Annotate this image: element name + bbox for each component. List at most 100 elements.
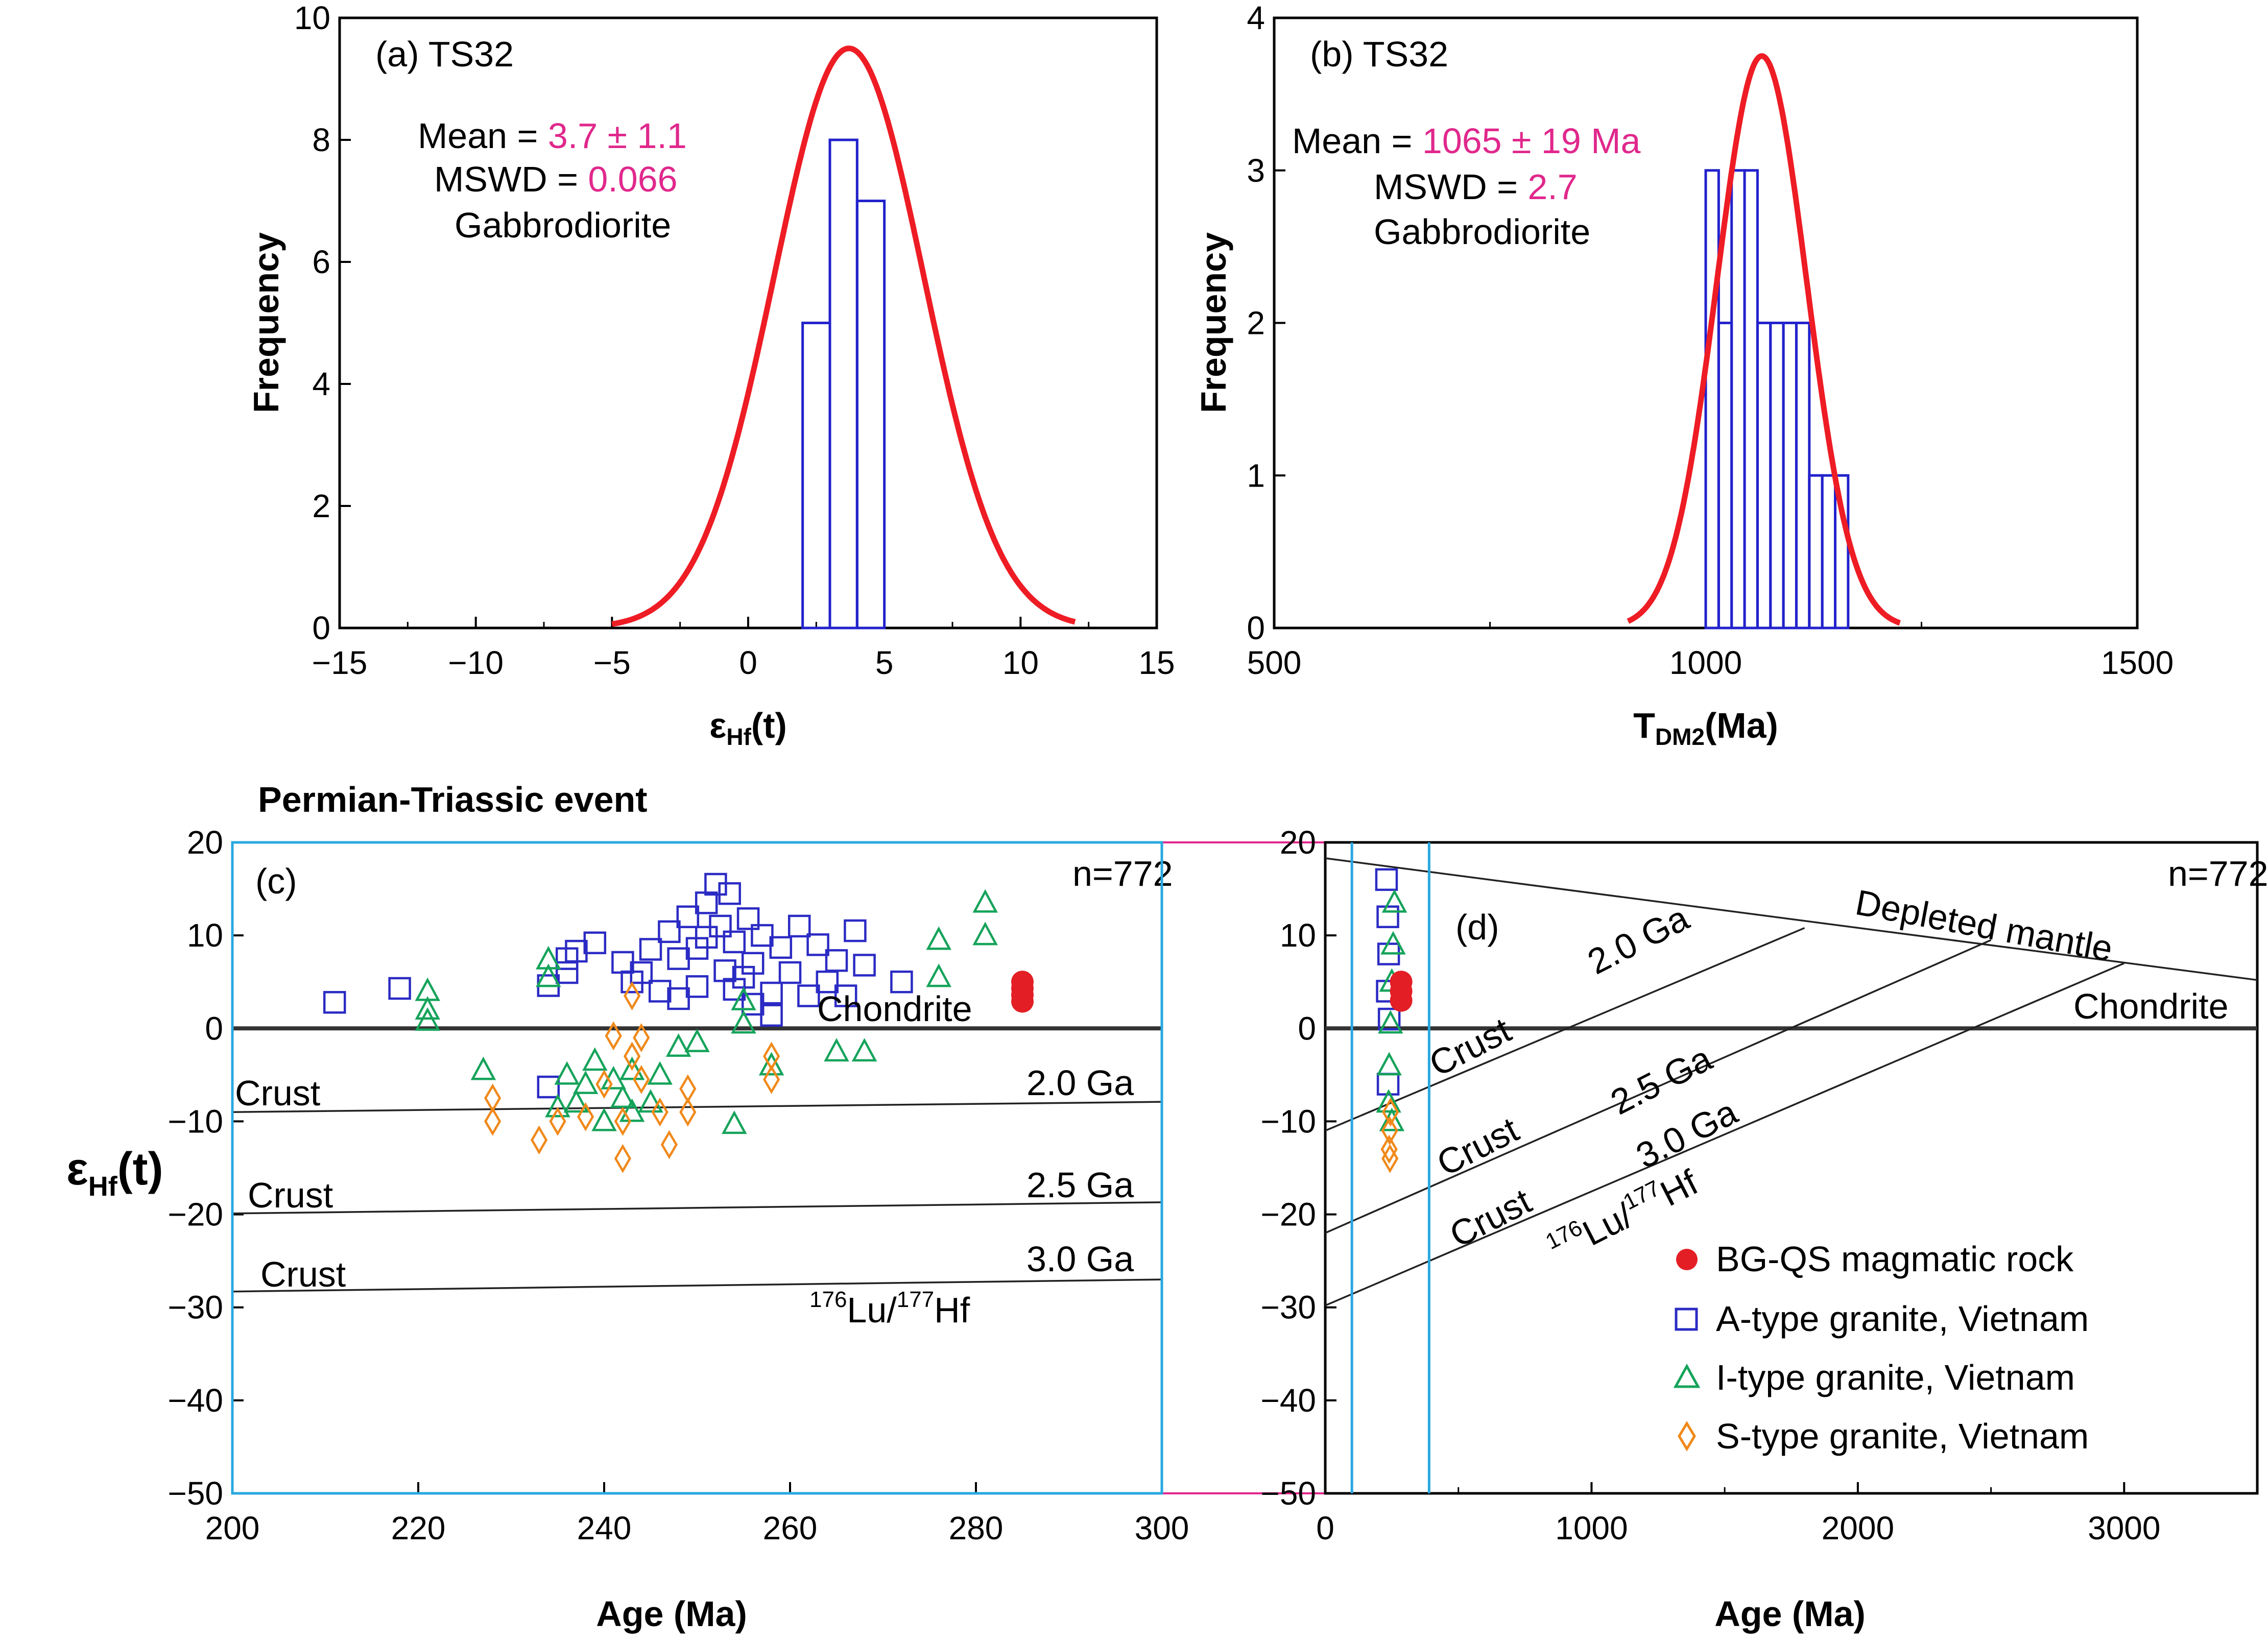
panel-d-i-type-granite-vietnam-point-4 (1376, 1052, 1402, 1076)
panel-c: 200 220 240 260 280 300 −50 −40 −30 −20 −10 0 10 20 (… (66, 824, 1189, 1634)
section-title: Permian-Triassic event (258, 780, 648, 819)
panel-c-a-type-granite-vietnam-point-42 (760, 1004, 783, 1027)
panel-c-ylabel: εHf(t) (66, 1144, 163, 1202)
panel-c-xtick-label: 240 (577, 1510, 632, 1546)
panel-c-a-type-granite-vietnam-point-5 (583, 931, 607, 954)
panel-d-ref-2-0-ga (1325, 927, 1805, 1132)
panel-d-ytick-label: −20 (1260, 1196, 1316, 1233)
panel-a-mswd: MSWD = 0.066 (434, 159, 678, 199)
panel-c-points (323, 873, 1034, 1173)
panel-c-a-type-granite-vietnam-point-12 (676, 905, 700, 928)
panel-b-title: (b) TS32 (1310, 34, 1448, 74)
panel-c-ref-2-5-ga (232, 1201, 1162, 1215)
panel-c-s-type-granite-vietnam-point-6 (605, 1021, 622, 1051)
panel-b-bar-2 (1730, 169, 1746, 630)
panel-c-crust-2: Crust (248, 1175, 333, 1215)
panel-c-bg-qs-magmatic-rock-point-3 (1011, 990, 1034, 1013)
panel-a-ytick-label: 8 (312, 122, 330, 158)
panel-c-i-type-granite-vietnam-point-2 (415, 1007, 440, 1031)
panel-c-a-type-granite-vietnam-point-32 (834, 984, 857, 1007)
panel-b-bars (1704, 169, 1850, 630)
panel-d-ga-2: 2.0 Ga (1581, 898, 1695, 982)
panel-d-ytick-label: 20 (1280, 824, 1316, 861)
panel-c-a-type-granite-vietnam-point-43 (695, 926, 718, 949)
panel-c-i-type-granite-vietnam-point-17 (684, 1028, 710, 1052)
panel-c-s-type-granite-vietnam-point-7 (614, 1144, 632, 1173)
panel-c-xlabel: Age (Ma) (596, 1594, 747, 1634)
legend-s-type: S-type granite, Vietnam (1716, 1416, 2089, 1456)
panel-d-xtick-label: 2000 (1822, 1510, 1894, 1546)
panel-c-xtick-label: 280 (949, 1510, 1004, 1546)
panel-b-bar-3 (1743, 169, 1759, 630)
panel-d-s-type-granite-vietnam-point-1 (1381, 1116, 1398, 1146)
panel-d-crust-3: Crust (1443, 1181, 1537, 1255)
panel-c-lu-hf: 176Lu/177Hf (809, 1287, 970, 1330)
panel-d-zoom-window (1350, 842, 1430, 1493)
panel-c-i-type-granite-vietnam-point-7 (563, 1089, 589, 1113)
panel-c-s-type-granite-vietnam-point-1 (484, 1106, 502, 1136)
panel-c-i-type-granite-vietnam-point-18 (722, 1110, 747, 1134)
panel-c-a-type-granite-vietnam-point-9 (648, 980, 672, 1003)
panel-c-i-type-granite-vietnam-point-27 (972, 922, 998, 946)
panel-c-ref-2-0-ga (232, 1101, 1162, 1113)
panel-a-rock: Gabbrodiorite (455, 205, 671, 245)
panel-d-ref-2-5-ga (1325, 939, 1992, 1234)
panel-a-frame (338, 16, 1158, 630)
panel-d-ytick-label: 0 (1298, 1010, 1316, 1047)
panel-c-ytick-label: −40 (168, 1382, 223, 1419)
panel-c-a-type-granite-vietnam-point-6 (611, 951, 634, 974)
panel-c-i-type-granite-vietnam-point-6 (554, 1061, 580, 1085)
panel-c-ref-3-0-ga (232, 1278, 1162, 1293)
panel-c-i-type-granite-vietnam-point-23 (851, 1038, 877, 1062)
panel-c-ytick-label: 0 (205, 1010, 223, 1047)
panel-c-a-type-granite-vietnam-point-25 (769, 936, 793, 959)
panel-c-i-type-granite-vietnam-point-10 (591, 1107, 617, 1131)
panel-c-a-type-granite-vietnam-point-24 (760, 981, 783, 1005)
panel-c-a-type-granite-vietnam-point-33 (844, 919, 867, 942)
panel-b-ytick-label: 0 (1247, 610, 1265, 646)
panel-c-i-type-granite-vietnam-point-5 (536, 963, 561, 987)
panel-c-i-type-granite-vietnam-point-16 (665, 1033, 691, 1057)
panel-c-i-type-granite-vietnam-point-13 (619, 1056, 645, 1080)
panel-d-ytick-label: −40 (1260, 1382, 1316, 1419)
panel-c-i-type-granite-vietnam-point-15 (647, 1061, 673, 1085)
panel-a-xtick-label: 10 (1002, 644, 1039, 681)
panel-b-mean: Mean = 1065 ± 19 Ma (1292, 121, 1641, 161)
panel-b-bar-6 (1782, 322, 1798, 630)
panel-d-ref-depleted-mantle (1325, 857, 2258, 981)
panel-c-a-type-granite-vietnam-point-8 (639, 938, 662, 961)
panel-b-mswd: MSWD = 2.7 (1374, 167, 1578, 207)
panel-c-crust-3: Crust (260, 1254, 346, 1294)
panel-c-s-type-granite-vietnam-point-14 (679, 1097, 697, 1127)
legend: BG-QS magmatic rock A-type granite, Viet… (1673, 1239, 2089, 1456)
panel-c-ytick-label: −20 (168, 1196, 223, 1233)
panel-c-a-type-granite-vietnam-point-28 (797, 984, 820, 1007)
panel-c-ytick-label: −50 (168, 1475, 223, 1512)
panel-a-ytick-label: 0 (312, 610, 330, 646)
panel-c-s-type-granite-vietnam-point-17 (762, 1064, 780, 1094)
panel-c-xtick-label: 300 (1135, 1510, 1189, 1546)
panel-d-xtick-label: 3000 (2088, 1510, 2160, 1546)
panel-b-bar-9 (1821, 474, 1836, 630)
legend-bg-qs: BG-QS magmatic rock (1716, 1239, 2074, 1279)
panel-d-ticks: 0 1000 2000 3000 −50 −40 −30 −20 −10 0 10 20 (1260, 824, 2160, 1546)
panel-d-i-type-granite-vietnam-point-5 (1376, 1089, 1401, 1113)
panel-a-bar-2 (855, 200, 886, 630)
panel-b: 500 1000 1500 0 1 2 3 4 (b) TS32 Mean = 1065 ± … (1193, 0, 2174, 750)
panel-b-bar-5 (1769, 322, 1785, 630)
panel-a-bars (801, 138, 886, 630)
panel-d-a-type-granite-vietnam-point-0 (1375, 868, 1398, 891)
panel-c-a-type-granite-vietnam-point-10 (658, 920, 681, 943)
panel-c-s-type-granite-vietnam-point-11 (633, 1064, 650, 1094)
panel-b-xlabel: TDM2(Ma) (1633, 706, 1778, 750)
panel-c-i-type-granite-vietnam-point-14 (638, 1089, 663, 1113)
panel-b-bar-10 (1834, 474, 1850, 630)
panel-c-i-type-granite-vietnam-point-19 (731, 1010, 756, 1034)
panel-a-bar-0 (801, 322, 831, 630)
panel-d-crust-1: Crust (1423, 1010, 1517, 1084)
panel-c-a-type-granite-vietnam-point-29 (806, 933, 829, 956)
panel-c-i-type-granite-vietnam-point-29 (619, 1098, 645, 1122)
panel-c-a-type-granite-vietnam-point-26 (778, 961, 802, 984)
